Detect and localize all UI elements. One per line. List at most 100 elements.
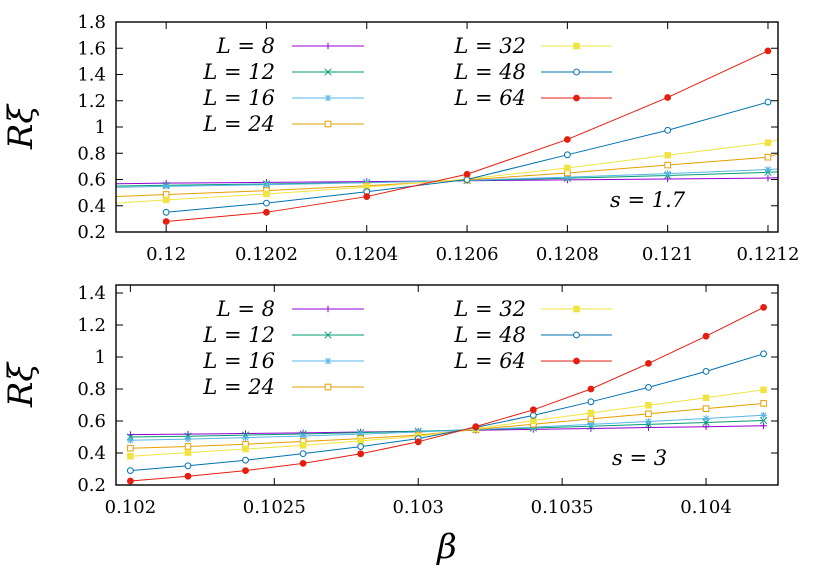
- y-tick-label: 0.6: [77, 411, 106, 432]
- series-l48: [162, 98, 772, 216]
- legend-label: L = 48: [453, 323, 526, 347]
- data-point: [184, 443, 192, 450]
- data-point: [645, 384, 652, 391]
- x-tick-label: 0.1202: [235, 244, 298, 265]
- data-point: [357, 437, 364, 445]
- legend-entry: L = 32: [453, 297, 612, 321]
- data-point: [529, 412, 537, 419]
- x-tick-label: 0.1025: [243, 497, 306, 518]
- data-point: [587, 421, 595, 428]
- annotation: s = 3: [612, 446, 667, 470]
- series-l16: [116, 166, 778, 190]
- data-point: [587, 415, 595, 423]
- x-tick-label: 0.121: [642, 244, 694, 265]
- data-point: [127, 436, 134, 444]
- legend-marker: [324, 305, 332, 313]
- x-tick-label: 0.1035: [531, 497, 594, 518]
- data-point: [126, 467, 134, 475]
- legend-entry: L = 32: [453, 34, 612, 58]
- annotation: s = 1.7: [610, 188, 686, 212]
- x-tick-label: 0.1206: [436, 244, 499, 265]
- y-tick-label: 1: [95, 117, 106, 138]
- x-tick-label: 0.102: [105, 497, 157, 518]
- x-axis-label: β: [435, 527, 457, 567]
- data-point: [126, 477, 134, 485]
- y-tick-label: 1.4: [77, 283, 106, 304]
- data-point: [764, 166, 772, 173]
- data-point: [702, 368, 710, 375]
- data-point: [363, 193, 371, 200]
- legend-entry: L = 48: [453, 323, 612, 347]
- x-tick-label: 0.1208: [536, 244, 599, 265]
- data-point: [184, 472, 192, 480]
- data-point: [645, 402, 652, 409]
- data-point: [563, 151, 571, 159]
- data-point: [564, 164, 571, 172]
- data-point: [357, 450, 365, 458]
- data-point: [263, 190, 270, 198]
- legend-label: L = 24: [202, 112, 275, 136]
- legend-marker: [324, 94, 332, 102]
- data-point: [702, 405, 710, 412]
- data-point: [184, 449, 192, 456]
- legend-entry: L = 12: [202, 60, 364, 84]
- y-tick-label: 1: [95, 347, 106, 368]
- legend-entry: L = 64: [453, 86, 612, 110]
- y-tick-label: 1.4: [77, 65, 106, 86]
- data-point: [127, 444, 134, 452]
- data-point: [664, 94, 672, 101]
- data-point: [664, 151, 671, 159]
- data-point: [764, 98, 772, 106]
- legend-marker: [573, 42, 580, 50]
- legend-entry: L = 16: [202, 349, 364, 373]
- data-point: [760, 422, 767, 430]
- data-point: [184, 435, 192, 443]
- data-point: [162, 191, 170, 198]
- data-point: [357, 443, 365, 451]
- x-tick-label: 0.1204: [335, 244, 398, 265]
- data-point: [564, 173, 571, 181]
- legend-marker: [324, 68, 332, 76]
- data-point: [645, 360, 652, 367]
- series-line: [130, 389, 764, 457]
- legend-label: L = 24: [202, 375, 275, 399]
- data-point: [760, 350, 768, 358]
- data-point: [414, 438, 422, 446]
- chart-panel-2: 0.102 0.1025 0.103 0.1035 0.104 0.2 0.4 0.6 0.8 1…: [1, 283, 779, 567]
- data-point: [463, 170, 471, 178]
- y-tick-label: 0.8: [77, 379, 106, 400]
- series-line: [130, 306, 764, 482]
- legend-entry: L = 48: [453, 60, 612, 84]
- legend-marker: [573, 331, 580, 339]
- data-point: [645, 418, 652, 425]
- data-point: [299, 432, 307, 440]
- data-point: [760, 400, 767, 407]
- data-point: [664, 161, 671, 169]
- data-point: [645, 424, 652, 431]
- legend-entry: L = 24: [202, 375, 364, 399]
- legend-marker: [573, 305, 580, 313]
- x-tick-label: 0.1212: [736, 244, 799, 265]
- legend-label: L = 64: [453, 349, 526, 373]
- legend-marker: [324, 383, 332, 391]
- data-point: [764, 139, 772, 147]
- legend-marker: [324, 120, 332, 128]
- data-point: [299, 450, 307, 458]
- data-point: [242, 434, 249, 441]
- data-point: [760, 386, 767, 394]
- series-line: [130, 414, 764, 441]
- legend-entry: L = 16: [202, 86, 364, 110]
- x-tick-label: 0.103: [392, 497, 444, 518]
- data-point: [299, 460, 307, 467]
- legend-label: L = 8: [216, 297, 275, 321]
- x-tick-label: 0.12: [146, 244, 186, 265]
- series-l64: [126, 304, 768, 485]
- y-tick-label: 1.2: [77, 315, 106, 336]
- data-point: [472, 423, 480, 431]
- data-point: [702, 415, 710, 422]
- y-tick-label: 1.8: [77, 12, 106, 33]
- series-l24: [127, 400, 767, 452]
- plot-frame: [115, 21, 779, 233]
- y-tick-label: 0.4: [77, 443, 106, 464]
